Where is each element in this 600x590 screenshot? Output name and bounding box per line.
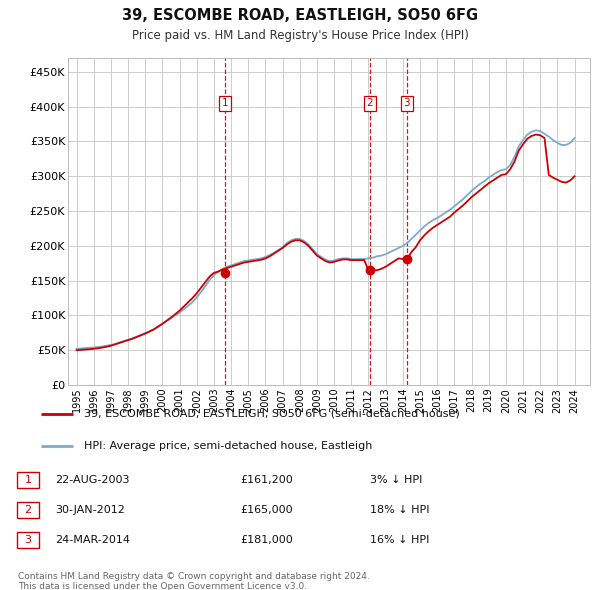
Text: £165,000: £165,000 — [240, 505, 293, 515]
Text: Price paid vs. HM Land Registry's House Price Index (HPI): Price paid vs. HM Land Registry's House … — [131, 28, 469, 41]
Text: 18% ↓ HPI: 18% ↓ HPI — [370, 505, 430, 515]
Text: 3% ↓ HPI: 3% ↓ HPI — [370, 475, 422, 485]
Text: 2: 2 — [25, 505, 32, 515]
Text: 16% ↓ HPI: 16% ↓ HPI — [370, 535, 430, 545]
Text: 30-JAN-2012: 30-JAN-2012 — [55, 505, 125, 515]
Text: 1: 1 — [25, 475, 32, 485]
Text: 3: 3 — [25, 535, 32, 545]
Text: 2: 2 — [367, 98, 373, 108]
Text: £161,200: £161,200 — [240, 475, 293, 485]
Text: 24-MAR-2014: 24-MAR-2014 — [55, 535, 130, 545]
Text: 22-AUG-2003: 22-AUG-2003 — [55, 475, 130, 485]
Text: HPI: Average price, semi-detached house, Eastleigh: HPI: Average price, semi-detached house,… — [84, 441, 373, 451]
Text: 39, ESCOMBE ROAD, EASTLEIGH, SO50 6FG (semi-detached house): 39, ESCOMBE ROAD, EASTLEIGH, SO50 6FG (s… — [84, 409, 460, 419]
Text: 39, ESCOMBE ROAD, EASTLEIGH, SO50 6FG: 39, ESCOMBE ROAD, EASTLEIGH, SO50 6FG — [122, 8, 478, 22]
Text: Contains HM Land Registry data © Crown copyright and database right 2024.
This d: Contains HM Land Registry data © Crown c… — [18, 572, 370, 590]
Text: 3: 3 — [403, 98, 410, 108]
Text: £181,000: £181,000 — [240, 535, 293, 545]
Text: 1: 1 — [221, 98, 228, 108]
